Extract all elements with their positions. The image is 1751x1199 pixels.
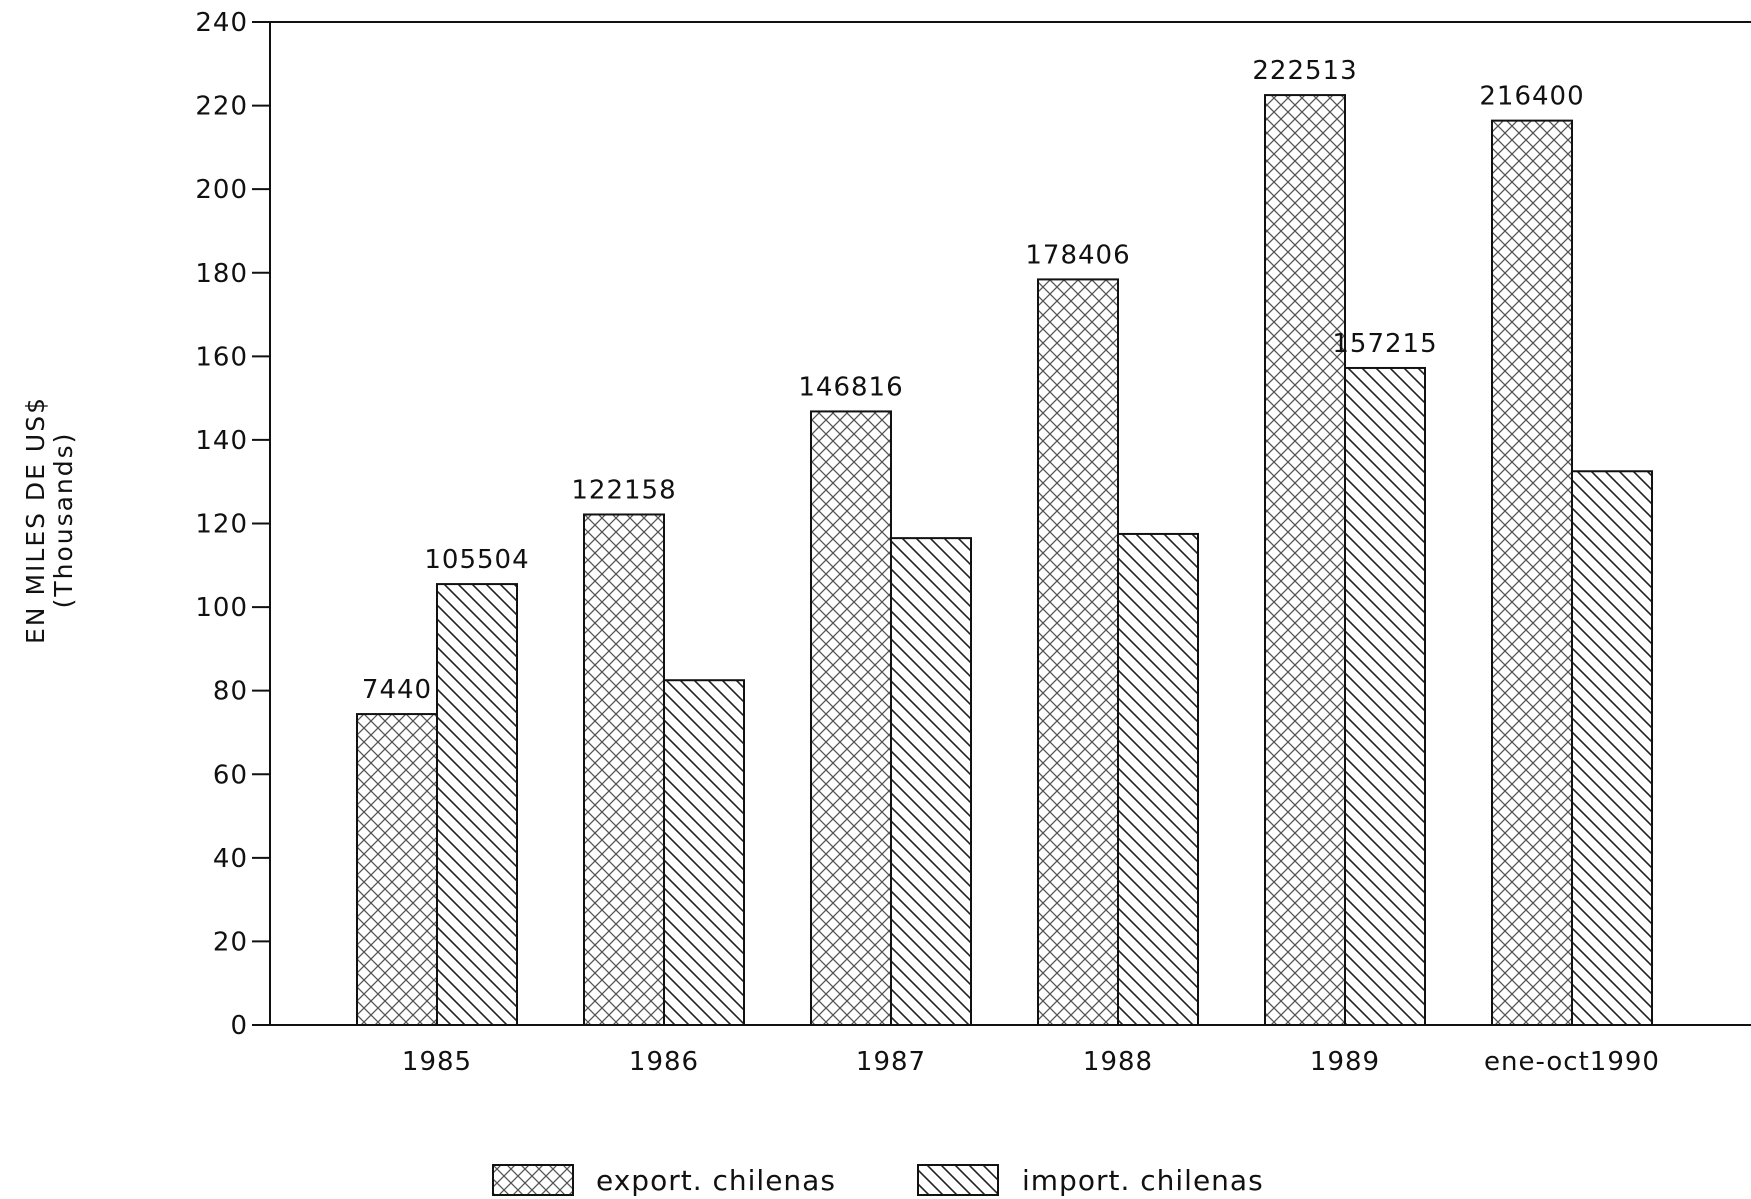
bar-import	[890, 537, 972, 1026]
legend-label-export: export. chilenas	[596, 1164, 836, 1197]
x-tick-label: ene-oct1990	[1484, 1047, 1660, 1077]
y-tick-label: 200	[195, 175, 248, 205]
y-axis-label: EN MILES DE US$	[21, 396, 50, 644]
legend-label-import: import. chilenas	[1022, 1164, 1264, 1197]
y-tick-label: 100	[195, 593, 248, 623]
y-tick-label: 20	[213, 927, 248, 957]
data-label-export: 222513	[1252, 56, 1357, 86]
y-axis-unit-label: (Thousands)	[49, 432, 78, 609]
legend-item-export: export. chilenas	[492, 1164, 836, 1197]
data-label-export: 122158	[571, 475, 676, 505]
x-tick-label: 1988	[1083, 1047, 1153, 1077]
legend-swatch-export	[492, 1164, 574, 1196]
bar-export	[1491, 119, 1573, 1026]
bar-export	[1264, 94, 1346, 1026]
bar-import	[1571, 470, 1653, 1026]
bar-import	[1117, 532, 1199, 1027]
data-label-export: 216400	[1479, 82, 1584, 112]
bar-export	[583, 513, 665, 1027]
bar-import	[663, 679, 745, 1026]
legend-swatch-import	[917, 1164, 999, 1196]
y-tick-label: 180	[195, 259, 248, 289]
bar-export	[1037, 278, 1119, 1026]
y-tick-label: 40	[213, 844, 248, 874]
data-label-export: 7440	[362, 675, 432, 705]
y-tick-label: 240	[195, 8, 248, 38]
x-tick-label: 1989	[1310, 1047, 1380, 1077]
bar-export	[356, 713, 438, 1026]
bar-export	[810, 410, 892, 1026]
y-tick-label: 0	[230, 1011, 248, 1041]
y-tick-label: 220	[195, 92, 248, 122]
data-label-export: 178406	[1025, 240, 1130, 270]
bar-import	[1344, 366, 1426, 1027]
y-tick-label: 120	[195, 510, 248, 540]
y-tick-label: 140	[195, 426, 248, 456]
legend: export. chilenas import. chilenas	[492, 1164, 1264, 1197]
data-label-import: 105504	[424, 545, 529, 575]
y-axis-title: EN MILES DE US$ (Thousands)	[21, 396, 78, 644]
legend-item-import: import. chilenas	[917, 1164, 1264, 1197]
x-tick-label: 1987	[856, 1047, 926, 1077]
x-tick-label: 1986	[629, 1047, 699, 1077]
y-tick-label: 60	[213, 760, 248, 790]
y-tick-label: 80	[213, 677, 248, 707]
data-label-import: 157215	[1332, 329, 1437, 359]
bar-import	[436, 583, 518, 1026]
x-tick-label: 1985	[402, 1047, 472, 1077]
y-tick-label: 160	[195, 342, 248, 372]
data-label-export: 146816	[798, 372, 903, 402]
